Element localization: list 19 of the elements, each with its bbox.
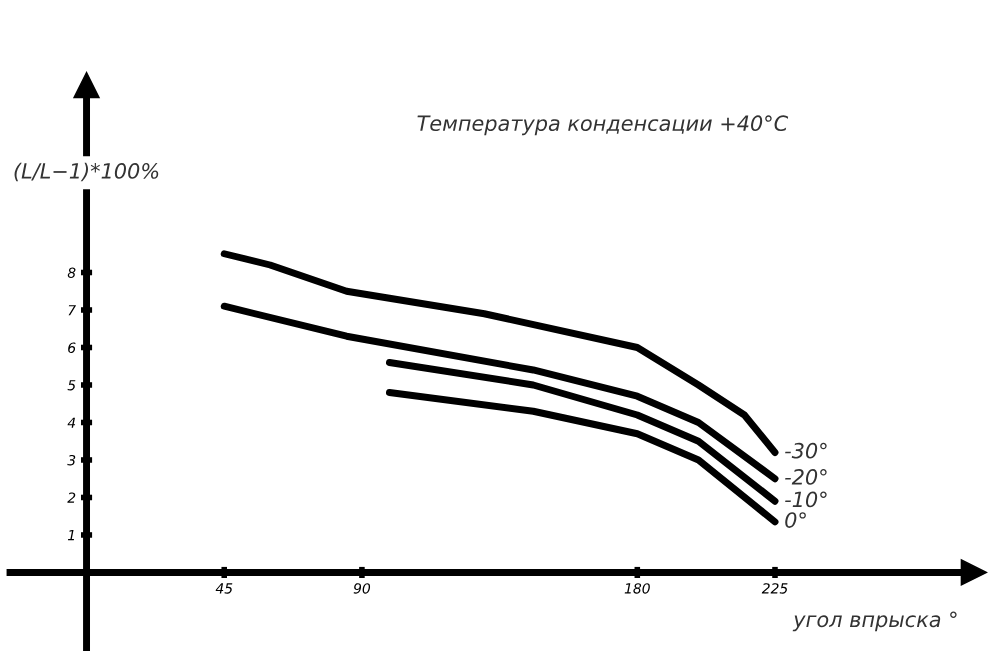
x-tick-label: 225 — [761, 583, 788, 594]
y-axis-title: (L/L−1)*100% — [14, 162, 159, 182]
y-tick-label: 6 — [68, 342, 76, 353]
y-tick-label: 3 — [67, 454, 76, 466]
text: Температура конденсации +40°C — [417, 115, 789, 136]
y-tick-label: 5 — [67, 380, 76, 391]
series-label: 0° — [785, 512, 806, 528]
x-axis-title: угол впрыска ° — [792, 611, 957, 632]
x-tick-label: 180 — [624, 583, 650, 594]
y-tick-label: 2 — [67, 492, 76, 503]
series-label: -30° — [785, 442, 827, 459]
y-tick-label: 4 — [67, 417, 76, 428]
x-tick-label: 45 — [215, 583, 233, 594]
series-label: -20° — [785, 469, 827, 485]
y-tick-label: 8 — [67, 267, 76, 278]
x-tick-label: 90 — [353, 583, 371, 594]
series-label: -10° — [785, 491, 827, 508]
y-tick-label: 1 — [67, 530, 75, 541]
y-tick-label: 7 — [68, 305, 76, 316]
